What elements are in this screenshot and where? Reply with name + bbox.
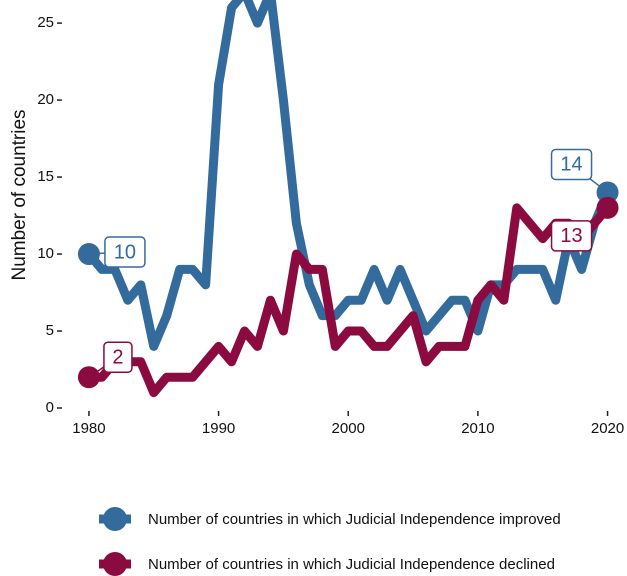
y-axis-label: Number of countries <box>9 109 30 280</box>
x-tick-label: 1980 <box>72 420 105 437</box>
y-tick-label: 0 <box>46 399 54 416</box>
x-tick-label: 2000 <box>332 420 365 437</box>
y-tick-label: 5 <box>46 322 54 339</box>
data-label: 10 <box>114 241 136 263</box>
y-tick-label: 25 <box>37 14 54 31</box>
series-line <box>88 203 611 398</box>
label-box <box>550 220 593 252</box>
y-tick-label: 15 <box>37 168 54 185</box>
x-tick-label: 2020 <box>591 420 624 437</box>
plot-area <box>85 0 612 398</box>
label-box <box>550 148 593 181</box>
data-label: 13 <box>560 225 582 247</box>
label-box <box>104 236 146 268</box>
y-tick-label: 20 <box>37 91 54 108</box>
label-box <box>103 341 133 373</box>
x-tick-label: 2010 <box>461 420 494 437</box>
data-label: 14 <box>560 154 582 176</box>
legend-marker <box>103 552 127 576</box>
legend-label: Number of countries in which Judicial In… <box>148 511 561 528</box>
data-label: 2 <box>112 346 123 368</box>
y-tick-label: 10 <box>37 245 54 262</box>
legend-marker <box>103 507 127 531</box>
x-tick-label: 1990 <box>202 420 235 437</box>
series-line <box>85 0 612 351</box>
legend-label: Number of countries in which Judicial In… <box>148 556 555 573</box>
